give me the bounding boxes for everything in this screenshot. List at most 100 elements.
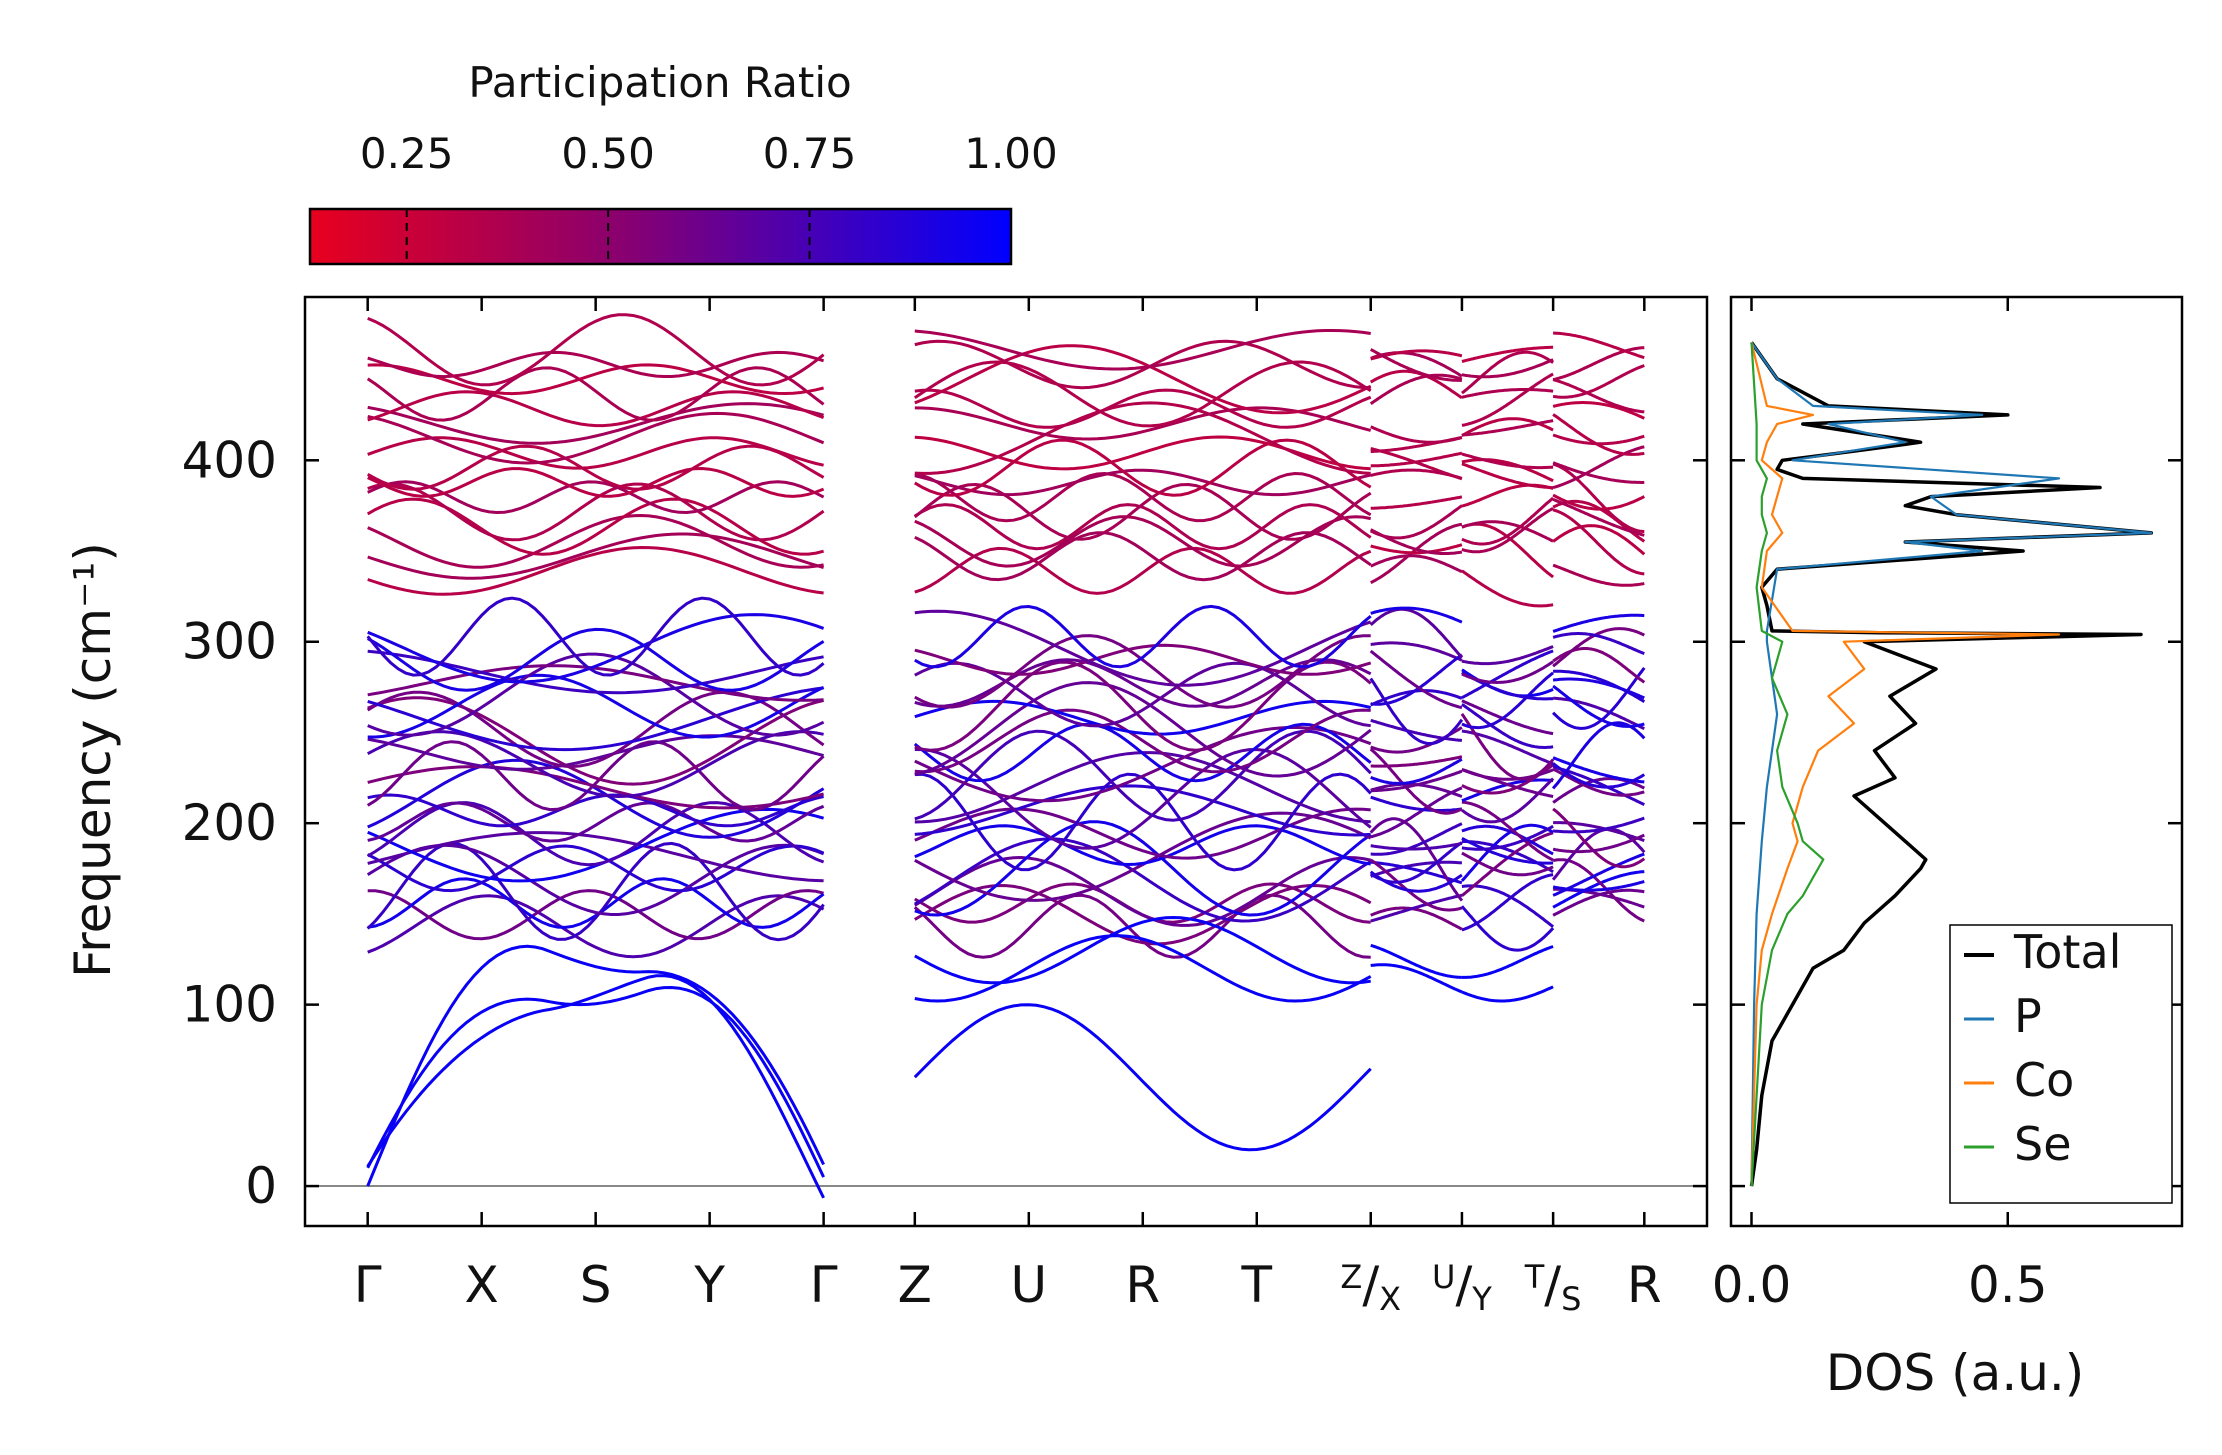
colorbar-tick-label: 0.50 [561, 129, 655, 178]
band-branch [1552, 445, 1645, 490]
band-branch [1461, 884, 1555, 928]
band-branch [914, 531, 1372, 582]
band-branch [1552, 880, 1645, 892]
band-branch [1552, 667, 1646, 730]
band-branch [914, 915, 1371, 985]
band-branch [1552, 461, 1645, 484]
band-branch [1461, 388, 1554, 399]
band-branch [914, 471, 1372, 523]
band-branch [1552, 433, 1645, 446]
band-branch [1461, 703, 1554, 749]
band-branch [1461, 660, 1554, 685]
band-branch [1370, 348, 1462, 382]
band-branch [1552, 762, 1646, 789]
band-branch [914, 699, 1372, 736]
colorbar: Participation Ratio 0.25 0.50 0.75 1.00 [308, 58, 1058, 266]
band-branch [1370, 349, 1463, 361]
band-axis-ticks: 0 100 200 300 400 Γ X S Y Γ Z U R T Z/X U/Y T/S R [182, 297, 1707, 1318]
band-branch [367, 313, 825, 387]
band-branch [366, 974, 825, 1199]
dos-axis-ticks: 0.0 0.5 [1712, 297, 2182, 1314]
band-branch [914, 643, 1372, 676]
band-branch [1552, 756, 1645, 784]
band-branch [1370, 653, 1463, 706]
dos-panel: 0.0 0.5 DOS (a.u.) Total P Co Se [1712, 295, 2184, 1402]
band-branch [1461, 873, 1554, 932]
band-branch [1370, 786, 1463, 839]
kpoint-label: T [1240, 1256, 1272, 1314]
band-branch [1369, 649, 1463, 710]
dos-series-se [1750, 342, 1825, 1187]
band-branch [367, 801, 825, 843]
colorbar-tick-label: 0.25 [360, 129, 454, 178]
band-branch [1552, 508, 1645, 576]
band-branch [914, 468, 1372, 497]
band-branch [1369, 858, 1463, 912]
band-branch [914, 388, 1372, 429]
band-axes-frame [303, 295, 1709, 1228]
band-branch [1370, 893, 1463, 923]
dos-x-tick-label: 0.5 [1968, 1256, 2048, 1314]
y-tick-label: 100 [182, 976, 277, 1034]
band-branch [1552, 378, 1645, 414]
band-branch [1552, 677, 1645, 700]
band-branch [1460, 905, 1555, 952]
band-branch [1461, 824, 1554, 851]
kpoint-label: U/Y [1432, 1256, 1492, 1318]
band-branch [1552, 364, 1645, 399]
band-branch [1461, 345, 1554, 363]
band-branch [1370, 755, 1463, 768]
kpoint-label: Z [898, 1256, 932, 1314]
band-branch [914, 438, 1372, 497]
band-branch [367, 894, 825, 959]
y-tick-label: 300 [182, 613, 277, 671]
band-branch [914, 820, 1372, 917]
colorbar-gradient [308, 207, 1013, 266]
band-branch [1370, 795, 1463, 812]
band-branch [1552, 413, 1645, 456]
band-branch [1461, 985, 1554, 1003]
colorbar-tick-label: 0.75 [763, 129, 857, 178]
band-branch [367, 734, 824, 771]
legend-items: Total P Co Se [1964, 925, 2121, 1171]
band-branch [1461, 462, 1554, 490]
kpoint-label: Z/X [1340, 1256, 1401, 1318]
band-branch [1461, 945, 1554, 979]
y-tick-label: 400 [182, 431, 277, 489]
band-branch [1552, 498, 1645, 537]
band-branch [367, 545, 824, 596]
band-branch [1552, 346, 1645, 382]
band-branch [1370, 451, 1463, 468]
band-branch [914, 503, 1372, 551]
band-branch [1370, 425, 1463, 444]
band-branch [1461, 800, 1554, 862]
band-branch [367, 793, 824, 828]
legend-label: Total [2013, 925, 2121, 979]
band-branch [1370, 906, 1463, 931]
band-branch [1552, 462, 1645, 533]
band-branch [367, 889, 824, 941]
band-branch [914, 807, 1371, 860]
band-branch [1553, 331, 1645, 360]
band-branch [1461, 483, 1554, 508]
band-branch [1370, 554, 1463, 574]
legend-label: Se [2014, 1117, 2072, 1171]
band-branch [367, 436, 824, 470]
band-branch [367, 877, 825, 929]
band-branch [1553, 696, 1645, 731]
band-branch [367, 466, 825, 498]
band-branch [1552, 613, 1645, 633]
band-branch [367, 758, 825, 839]
band-branch [1552, 401, 1645, 420]
band-branch [1461, 569, 1554, 608]
band-branch [1552, 767, 1645, 797]
y-tick-label: 200 [182, 794, 277, 852]
band-branch [1461, 729, 1554, 766]
band-branch [1461, 645, 1554, 666]
band-branch [366, 444, 825, 491]
band-branch [1370, 841, 1463, 851]
band-branch [367, 363, 824, 396]
band-branch [367, 390, 825, 428]
band-branch [1461, 372, 1554, 427]
band-branch [914, 515, 1371, 568]
